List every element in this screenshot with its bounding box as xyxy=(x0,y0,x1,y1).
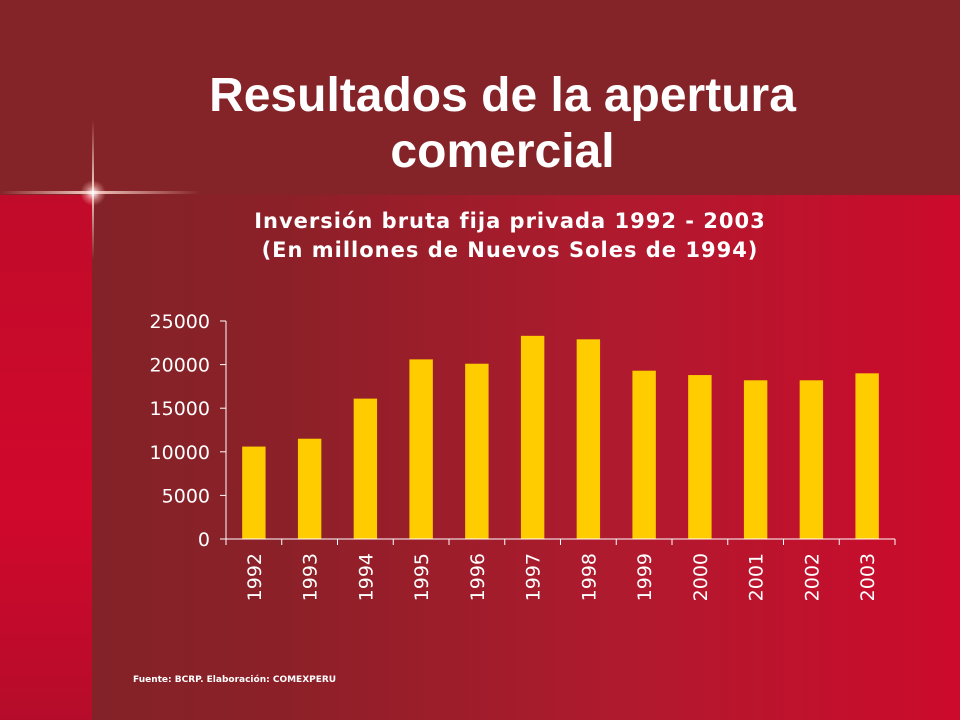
x-tick-label-1992: 1992 xyxy=(244,553,266,601)
y-tick-label-15000: 15000 xyxy=(150,398,210,420)
x-tick-label-2001: 2001 xyxy=(746,553,768,601)
bar-2002 xyxy=(799,380,824,539)
chart-title-line2: (En millones de Nuevos Soles de 1994) xyxy=(261,238,759,262)
bar-2003 xyxy=(855,373,879,539)
bar-2000 xyxy=(688,375,712,539)
x-tick-label-2000: 2000 xyxy=(690,553,712,601)
bar-1992 xyxy=(242,446,266,539)
chart-title-line1: Inversión bruta fija privada 1992 - 2003 xyxy=(254,209,766,233)
x-tick-label-1997: 1997 xyxy=(523,553,545,601)
sparkle-glow xyxy=(80,180,106,206)
x-tick-label-2002: 2002 xyxy=(801,553,823,601)
x-tick-label-1995: 1995 xyxy=(411,553,433,601)
left-strip xyxy=(0,195,92,720)
x-tick-label-2003: 2003 xyxy=(857,553,879,601)
source-note: Fuente: BCRP. Elaboración: COMEXPERU xyxy=(133,675,337,685)
bar-1999 xyxy=(632,370,656,539)
bar-1996 xyxy=(465,363,489,539)
bar-1997 xyxy=(520,335,545,539)
bar-1995 xyxy=(409,359,433,539)
x-tick-label-1999: 1999 xyxy=(634,553,656,601)
chart-title: Inversión bruta fija privada 1992 - 2003… xyxy=(0,207,960,265)
slide-title-line1: Resultados de la apertura xyxy=(209,69,796,122)
slide-title-line2: comercial xyxy=(390,125,615,178)
x-tick-label-1998: 1998 xyxy=(578,553,600,601)
header-band xyxy=(0,0,960,195)
x-tick-label-1994: 1994 xyxy=(355,553,377,601)
y-tick-label-10000: 10000 xyxy=(150,442,210,464)
x-tick-label-1996: 1996 xyxy=(467,553,489,601)
bar-2001 xyxy=(743,380,768,539)
bar-1993 xyxy=(297,438,322,539)
y-tick-label-5000: 5000 xyxy=(162,485,210,507)
y-tick-label-20000: 20000 xyxy=(150,355,210,377)
y-tick-label-25000: 25000 xyxy=(150,311,210,333)
x-tick-label-1993: 1993 xyxy=(300,553,322,601)
y-tick-label-0: 0 xyxy=(198,529,210,551)
slide-title: Resultados de la apertura comercial xyxy=(0,68,960,180)
bar-1998 xyxy=(576,339,601,539)
bar-1994 xyxy=(353,398,378,539)
